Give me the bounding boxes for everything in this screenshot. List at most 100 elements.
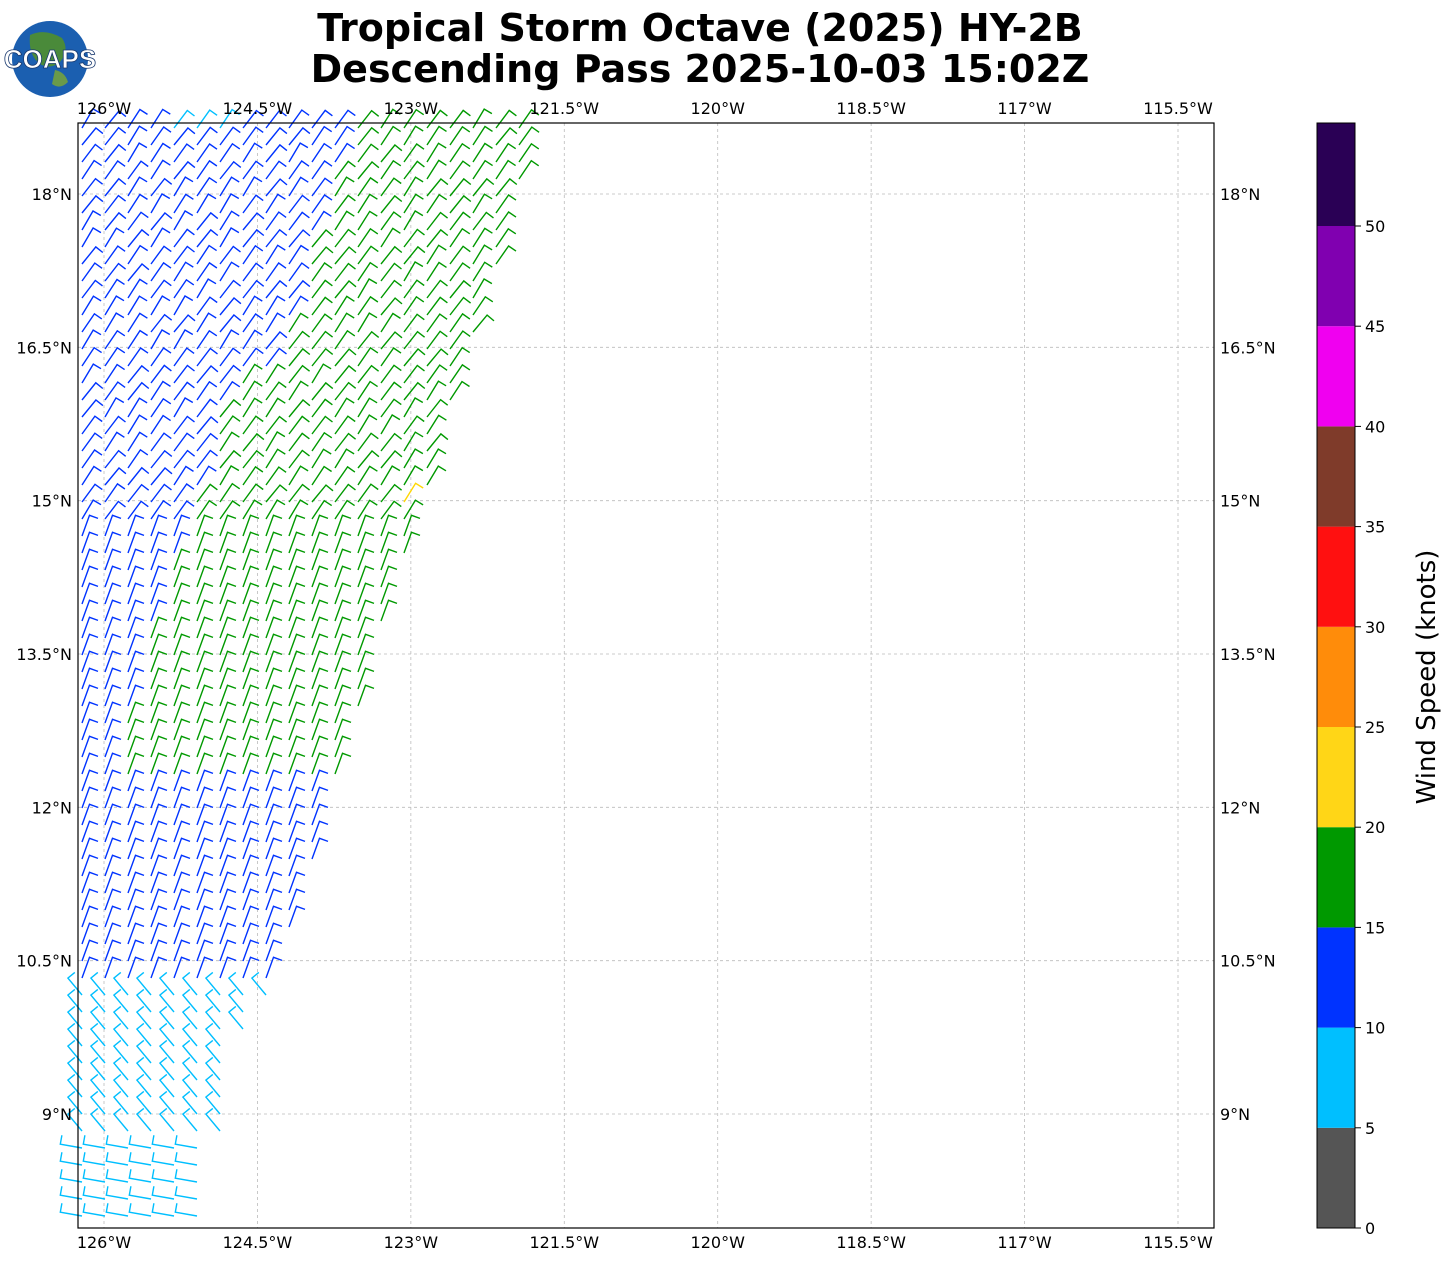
wind-barb	[81, 956, 99, 979]
wind-barb	[104, 548, 122, 571]
wind-barb	[449, 330, 471, 350]
wind-barb	[104, 431, 125, 452]
wind-barb	[173, 769, 191, 792]
wind-barb	[334, 295, 355, 316]
wind-barb	[265, 484, 288, 503]
wind-barb	[173, 786, 191, 809]
wind-barb	[105, 1135, 129, 1149]
wind-barb	[265, 565, 283, 588]
lat-tick-label-left: 12°N	[32, 798, 72, 817]
wind-barb	[127, 448, 149, 469]
wind-barb	[173, 278, 195, 299]
wind-barb	[334, 364, 357, 384]
wind-barb	[334, 701, 352, 724]
wind-barb	[219, 108, 240, 129]
wind-barb	[288, 514, 306, 537]
wind-barb	[426, 414, 447, 435]
wind-barb	[265, 854, 283, 877]
colorbar-frame	[1316, 122, 1356, 1229]
wind-barb	[219, 735, 237, 758]
wind-barb	[59, 1186, 83, 1200]
wind-barb	[105, 1186, 129, 1200]
wind-barb	[403, 193, 424, 214]
wind-barb	[426, 432, 449, 452]
wind-barb	[334, 397, 355, 418]
wind-barb	[104, 363, 125, 384]
wind-barb	[81, 803, 99, 826]
wind-barb	[112, 1056, 129, 1081]
wind-barb	[334, 160, 356, 180]
lon-tick-label-top: 126°W	[77, 99, 132, 118]
wind-barb	[173, 381, 195, 401]
wind-barb	[81, 194, 104, 214]
wind-barb	[173, 633, 191, 656]
wind-barb	[158, 1107, 175, 1132]
wind-barb	[196, 514, 214, 537]
wind-barb	[311, 142, 333, 163]
wind-barb	[173, 210, 194, 231]
wind-barb	[150, 667, 168, 690]
wind-barb	[196, 432, 219, 452]
wind-barb	[403, 364, 425, 384]
wind-barb	[196, 531, 214, 554]
lon-tick-label-bottom: 124.5°W	[223, 1233, 293, 1252]
wind-barb	[112, 1107, 129, 1132]
wind-barb	[242, 735, 260, 758]
wind-barb	[472, 193, 493, 214]
wind-barb	[380, 582, 398, 605]
wind-barb	[104, 752, 122, 775]
wind-barb	[196, 143, 218, 163]
wind-barb	[81, 514, 99, 537]
wind-barb	[449, 109, 471, 129]
wind-barb	[158, 988, 175, 1013]
wind-barb	[495, 227, 517, 248]
wind-barb	[173, 684, 191, 707]
wind-barb	[158, 971, 175, 996]
wind-barb	[311, 125, 333, 146]
wind-barb	[288, 295, 309, 316]
wind-barb	[173, 432, 195, 452]
wind-barb	[81, 363, 102, 384]
wind-barb	[82, 1203, 106, 1217]
lat-tick-label-left: 18°N	[32, 185, 72, 204]
wind-barb	[288, 211, 310, 231]
wind-barb	[357, 278, 378, 299]
wind-barb	[219, 684, 237, 707]
wind-barb	[89, 1107, 106, 1132]
wind-barb	[242, 415, 264, 435]
wind-barb	[104, 803, 122, 826]
wind-barb	[449, 125, 471, 146]
wind-barb	[173, 329, 194, 350]
wind-barb	[81, 548, 99, 571]
wind-barb	[265, 769, 283, 792]
wind-barb	[380, 159, 402, 180]
wind-barb	[403, 415, 425, 435]
lat-tick-label-right: 12°N	[1220, 798, 1260, 817]
wind-barb	[150, 735, 168, 758]
wind-barb	[219, 261, 240, 282]
wind-barb	[288, 548, 306, 571]
wind-barb	[472, 278, 493, 299]
wind-barb	[150, 599, 168, 622]
wind-barb	[380, 500, 402, 520]
wind-barb	[127, 837, 145, 860]
wind-barb	[495, 211, 517, 231]
wind-barb	[449, 346, 471, 367]
wind-barb	[219, 616, 237, 639]
wind-barb	[196, 616, 214, 639]
wind-barb	[426, 465, 447, 486]
wind-barb	[196, 565, 214, 588]
wind-barb	[334, 465, 356, 486]
wind-barb	[173, 735, 191, 758]
wind-barb	[104, 110, 127, 129]
wind-barb	[173, 871, 191, 894]
wind-barb	[357, 109, 380, 129]
wind-barb	[311, 837, 329, 860]
wind-barb	[357, 650, 375, 673]
wind-barb	[173, 888, 191, 911]
wind-barb	[242, 599, 260, 622]
lat-tick-label-left: 16.5°N	[16, 338, 72, 357]
wind-barb	[196, 347, 218, 367]
wind-barb	[196, 416, 219, 435]
